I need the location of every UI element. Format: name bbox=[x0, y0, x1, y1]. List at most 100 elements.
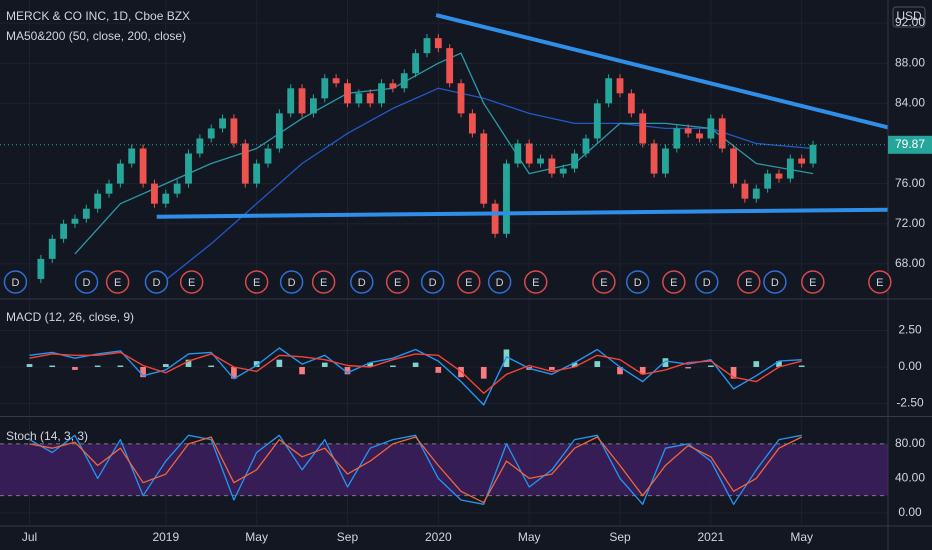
candle bbox=[185, 153, 192, 184]
histogram-bar bbox=[776, 361, 782, 367]
event-label: D bbox=[358, 277, 366, 289]
candle bbox=[287, 88, 295, 114]
event-label: D bbox=[153, 277, 161, 289]
histogram-bar bbox=[639, 366, 646, 375]
histogram-bar bbox=[208, 365, 215, 367]
y-tick-label: -2.50 bbox=[896, 396, 924, 410]
event-marker bbox=[592, 270, 616, 294]
histogram-bar bbox=[594, 361, 601, 367]
histogram-bar bbox=[49, 365, 56, 367]
event-marker bbox=[74, 270, 99, 294]
candle bbox=[332, 78, 340, 84]
candle bbox=[798, 158, 806, 164]
currency-box[interactable] bbox=[892, 6, 926, 28]
candle bbox=[423, 38, 431, 54]
candle bbox=[275, 113, 283, 149]
event-marker bbox=[625, 270, 650, 294]
indicator-label: MA50&200 (50, close, 200, close) bbox=[6, 29, 186, 43]
candle bbox=[253, 163, 261, 184]
candle bbox=[639, 113, 647, 144]
event-marker bbox=[487, 270, 512, 294]
currency-label[interactable]: USD bbox=[896, 9, 922, 23]
signal-line bbox=[29, 351, 802, 394]
candle bbox=[151, 183, 158, 204]
event-marker bbox=[420, 270, 445, 294]
candle bbox=[389, 83, 397, 89]
candle bbox=[684, 128, 692, 134]
candle bbox=[264, 148, 272, 164]
macd-title: MACD (12, 26, close, 9) bbox=[6, 310, 134, 324]
event-label: D bbox=[771, 277, 779, 289]
trend-line bbox=[435, 13, 888, 130]
y-tick-label: 84.00 bbox=[895, 96, 925, 110]
stoch-title: Stoch (14, 3, 3) bbox=[6, 429, 88, 443]
candle bbox=[559, 168, 567, 174]
event-marker bbox=[695, 270, 719, 294]
candle bbox=[752, 188, 760, 199]
event-marker bbox=[457, 270, 481, 294]
event-label: E bbox=[188, 277, 195, 289]
ma200-line bbox=[153, 87, 814, 290]
event-marker bbox=[105, 270, 130, 294]
y-tick-label: 0.00 bbox=[898, 359, 922, 373]
candle bbox=[673, 128, 681, 149]
candle bbox=[650, 143, 658, 174]
histogram-bar bbox=[753, 361, 760, 367]
event-label: E bbox=[600, 277, 607, 289]
histogram-bar bbox=[617, 366, 623, 375]
candle bbox=[355, 93, 363, 104]
candle bbox=[525, 143, 533, 164]
histogram-bar bbox=[162, 364, 169, 367]
event-marker bbox=[311, 270, 336, 294]
candle bbox=[491, 203, 499, 234]
candle bbox=[378, 83, 385, 104]
event-label: D bbox=[83, 277, 91, 289]
y-tick-label: 0.00 bbox=[898, 505, 922, 519]
candle bbox=[480, 133, 488, 204]
x-tick-label: Sep bbox=[337, 530, 359, 544]
trend-line bbox=[156, 207, 888, 219]
event-marker bbox=[662, 270, 686, 294]
histogram-bar bbox=[185, 359, 192, 367]
y-tick-label: 88.00 bbox=[895, 55, 925, 69]
candle bbox=[241, 143, 249, 184]
event-marker bbox=[868, 270, 892, 294]
candle bbox=[128, 148, 136, 164]
event-marker bbox=[3, 270, 28, 294]
candle bbox=[707, 118, 715, 139]
candle bbox=[219, 118, 226, 129]
event-label: E bbox=[320, 277, 327, 289]
histogram-bar bbox=[72, 366, 78, 370]
event-label: E bbox=[745, 277, 752, 289]
y-tick-label: 68.00 bbox=[895, 256, 925, 270]
x-tick-label: May bbox=[518, 530, 541, 544]
candle bbox=[37, 258, 45, 279]
candle bbox=[503, 163, 510, 234]
histogram-bar bbox=[321, 362, 328, 367]
y-tick-label: 80.00 bbox=[895, 436, 925, 450]
candle bbox=[60, 223, 67, 239]
histogram-bar bbox=[299, 366, 305, 375]
x-tick-label: May bbox=[790, 530, 813, 544]
candle bbox=[537, 158, 544, 164]
histogram-bar bbox=[231, 366, 237, 379]
x-tick-label: 2021 bbox=[698, 530, 725, 544]
candle bbox=[196, 138, 204, 154]
event-label: D bbox=[703, 277, 711, 289]
candle bbox=[786, 158, 794, 179]
histogram-bar bbox=[94, 365, 101, 367]
candle bbox=[139, 148, 147, 184]
event-marker bbox=[385, 270, 410, 294]
candle bbox=[48, 238, 56, 259]
histogram-bar bbox=[480, 366, 487, 379]
candle bbox=[162, 193, 170, 204]
event-label: E bbox=[394, 277, 401, 289]
candle bbox=[310, 98, 317, 114]
event-marker bbox=[524, 270, 548, 294]
last-price-label: 79.87 bbox=[895, 137, 925, 151]
candle bbox=[730, 148, 737, 184]
event-label: E bbox=[253, 277, 260, 289]
x-tick-label: Sep bbox=[609, 530, 631, 544]
